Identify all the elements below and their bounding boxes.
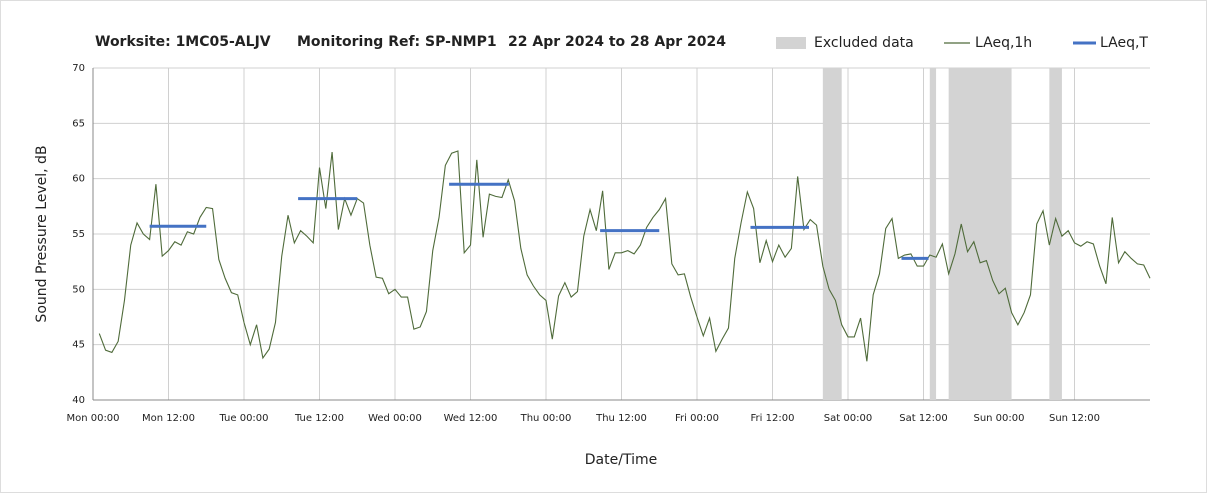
excluded-band <box>822 68 842 400</box>
x-tick-label: Thu 00:00 <box>520 413 572 424</box>
y-tick-label: 60 <box>72 174 85 185</box>
legend-band: Excluded data <box>814 35 914 51</box>
y-axis-label: Sound Pressure Level, dB <box>34 145 50 322</box>
x-tick-label: Thu 12:00 <box>595 413 647 424</box>
x-tick-label: Sun 00:00 <box>973 413 1024 424</box>
y-tick-label: 65 <box>72 118 85 129</box>
data-line <box>98 150 1151 362</box>
x-tick-label: Wed 00:00 <box>368 413 422 424</box>
x-tick-label: Wed 12:00 <box>444 413 498 424</box>
x-tick-label: Mon 12:00 <box>142 413 195 424</box>
title-worksite: Worksite: 1MC05-ALJV <box>95 34 271 50</box>
x-tick-label: Tue 12:00 <box>294 413 344 424</box>
legend-line: LAeq,1h <box>975 35 1032 51</box>
x-tick-label: Sun 12:00 <box>1049 413 1100 424</box>
x-tick-label: Mon 00:00 <box>66 413 119 424</box>
x-tick-label: Sat 00:00 <box>824 413 872 424</box>
x-tick-label: Fri 00:00 <box>675 413 719 424</box>
x-tick-label: Tue 00:00 <box>218 413 268 424</box>
title: Worksite: 1MC05-ALJV Monitoring Ref: SP-… <box>95 34 726 50</box>
x-axis-label: Date/Time <box>585 452 657 468</box>
y-tick-label: 50 <box>72 284 85 295</box>
x-tick-label: Fri 12:00 <box>751 413 795 424</box>
excluded-band <box>1049 68 1062 400</box>
excluded-band <box>948 68 1012 400</box>
legend-level: LAeq,T <box>1100 35 1148 51</box>
y-tick-label: 55 <box>72 229 85 240</box>
x-tick-label: Sat 12:00 <box>899 413 947 424</box>
title-dates: 22 Apr 2024 to 28 Apr 2024 <box>508 34 726 50</box>
title-ref: Monitoring Ref: SP-NMP1 <box>297 34 497 50</box>
y-tick-label: 70 <box>72 63 85 74</box>
y-tick-label: 45 <box>72 340 85 351</box>
y-tick-label: 40 <box>72 395 85 406</box>
excluded-band <box>929 68 937 400</box>
legend-band-swatch <box>776 37 806 49</box>
